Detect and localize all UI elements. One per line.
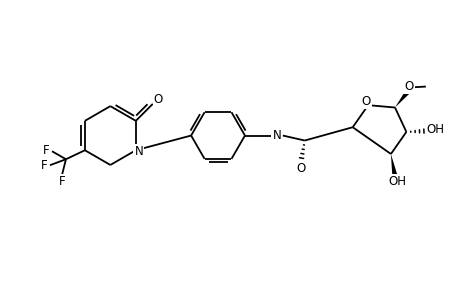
Polygon shape: [394, 90, 409, 107]
Text: O: O: [296, 162, 305, 176]
Text: OH: OH: [425, 123, 443, 136]
Text: OH: OH: [387, 176, 405, 188]
Text: F: F: [41, 159, 48, 172]
Text: O: O: [361, 95, 370, 108]
Text: F: F: [43, 144, 50, 157]
Text: N: N: [272, 129, 280, 142]
Polygon shape: [390, 154, 397, 176]
Text: O: O: [153, 93, 162, 106]
Text: O: O: [403, 80, 413, 93]
Text: F: F: [58, 175, 65, 188]
Text: N: N: [134, 145, 143, 158]
